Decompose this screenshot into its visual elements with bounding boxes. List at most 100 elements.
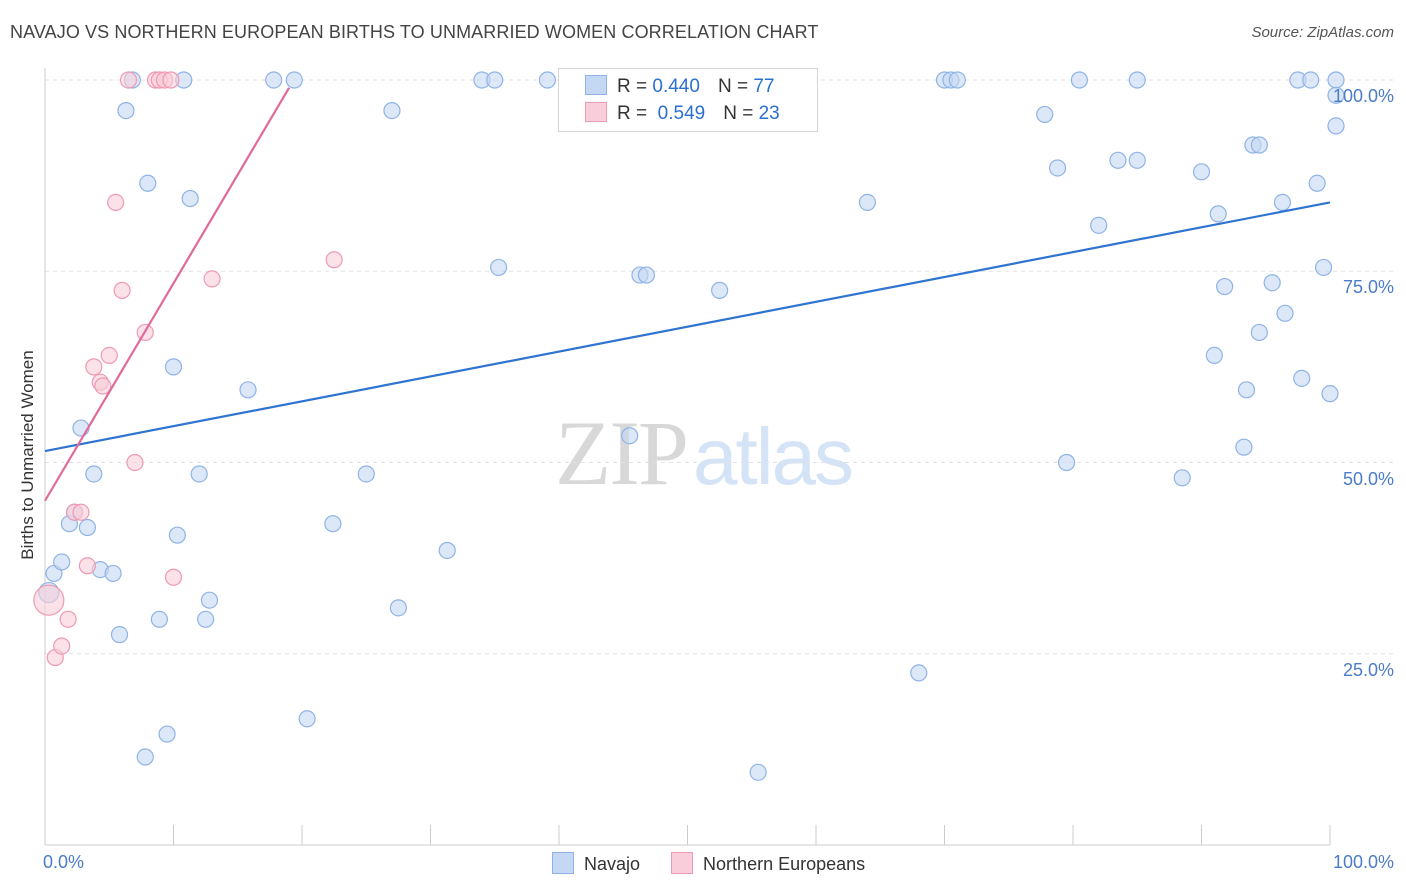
navajo-point <box>1173 469 1191 487</box>
watermark: ZIPatlas <box>555 400 854 506</box>
navajo-point <box>139 174 157 192</box>
navajo-point <box>1321 385 1339 403</box>
navajo-point <box>1314 258 1333 277</box>
navajo-point <box>749 763 767 781</box>
navajo-point <box>438 541 456 560</box>
navajo-point <box>1109 151 1127 169</box>
navajo-point <box>1273 193 1292 211</box>
navajo-point <box>200 591 219 609</box>
navajo-point <box>1205 346 1223 364</box>
northern-point <box>78 557 97 575</box>
y-tick-label-75: 75.0% <box>1342 277 1394 298</box>
navajo-point <box>324 515 342 533</box>
navajo-point <box>538 71 557 89</box>
northern-swatch <box>585 102 607 122</box>
navajo-point <box>1235 438 1253 456</box>
series-legend: Navajo Northern Europeans <box>552 852 891 875</box>
navajo-point <box>85 465 103 483</box>
navajo-point <box>53 553 71 571</box>
legend-item-navajo[interactable]: Navajo <box>552 852 640 875</box>
legend-label-navajo: Navajo <box>584 854 641 874</box>
n-label: N = <box>717 76 749 97</box>
navajo-r-value: 0.440 <box>652 76 700 97</box>
stats-legend: R = 0.440 N = 77 R = 0.549 N = 23 <box>558 68 818 132</box>
northern-point <box>119 71 138 89</box>
northern-r-value: 0.549 <box>657 103 706 124</box>
navajo-point <box>1057 453 1076 472</box>
navajo-point <box>110 626 129 644</box>
navajo-point <box>490 258 508 277</box>
x-tick-min: 0.0% <box>43 852 85 872</box>
northern-point <box>72 503 90 521</box>
y-tick-label-100: 100.0% <box>1332 86 1394 106</box>
navajo-point <box>1308 174 1326 192</box>
navajo-point <box>910 664 928 682</box>
navajo-point <box>637 266 655 284</box>
navajo-point <box>1302 71 1320 89</box>
navajo-point <box>78 518 97 537</box>
navajo-point <box>1276 304 1294 322</box>
navajo-point <box>285 71 303 89</box>
navajo-point <box>298 710 316 728</box>
trend-layer <box>44 87 1331 502</box>
navajo-point <box>711 281 729 299</box>
navajo-point <box>1036 105 1054 124</box>
legend-item-northern-europeans[interactable]: Northern Europeans <box>671 852 865 875</box>
navajo-point <box>1192 163 1211 181</box>
navajo-point <box>1070 71 1089 89</box>
source-credit: Source: ZipAtlas.com <box>1251 24 1394 41</box>
navajo-point <box>117 101 135 120</box>
axis-layer <box>44 68 1331 846</box>
northern-point <box>162 71 180 89</box>
navajo-point <box>197 610 215 628</box>
navajo-point <box>383 101 401 120</box>
stats-legend-northern: R = 0.549 N = 23 <box>585 102 780 126</box>
northern-point <box>59 610 77 628</box>
navajo-point <box>168 526 186 544</box>
navajo-point <box>265 71 283 89</box>
navajo-point <box>389 599 407 617</box>
navajo-point <box>181 189 199 208</box>
northern-point <box>94 377 112 395</box>
northern-point <box>53 637 71 655</box>
navajo-point <box>1128 71 1146 89</box>
northern-point <box>325 251 343 269</box>
navajo-point <box>1128 151 1146 169</box>
northern-point <box>203 270 221 288</box>
navajo-legend-swatch <box>552 852 574 874</box>
navajo-point <box>948 71 966 89</box>
watermark-atlas: atlas <box>693 412 854 501</box>
navajo-point <box>150 610 168 628</box>
navajo-point <box>1237 381 1256 399</box>
navajo-point <box>357 465 375 483</box>
northern-legend-swatch <box>671 852 694 874</box>
navajo-point <box>1216 277 1234 296</box>
navajo-point <box>136 748 154 766</box>
northern-point <box>33 584 65 616</box>
navajo-point <box>104 564 122 583</box>
navajo-point <box>72 419 90 437</box>
navajo-point <box>239 381 257 399</box>
northern-trend-line <box>44 87 291 502</box>
chart-title: NAVAJO VS NORTHERN EUROPEAN BIRTHS TO UN… <box>10 22 819 42</box>
navajo-n-value: 77 <box>753 76 775 97</box>
navajo-point <box>190 465 208 483</box>
northern-point <box>126 453 144 472</box>
legend-label-northern-europeans: Northern Europeans <box>703 854 866 874</box>
navajo-point <box>1293 369 1311 387</box>
navajo-point <box>1250 323 1268 342</box>
navajo-point <box>164 358 183 376</box>
y-tick-label-25: 25.0% <box>1342 659 1394 680</box>
r-label: R = <box>617 76 648 97</box>
navajo-point <box>1090 216 1108 234</box>
navajo-point <box>858 193 877 211</box>
navajo-point <box>486 71 504 89</box>
navajo-point <box>1209 205 1227 223</box>
navajo-point <box>1327 117 1345 135</box>
navajo-point <box>621 427 639 445</box>
r-label: R = <box>617 103 648 124</box>
y-tick-label-50: 50.0% <box>1342 468 1394 489</box>
northern-point <box>100 346 118 364</box>
x-tick-max: 100.0% <box>1332 852 1394 872</box>
